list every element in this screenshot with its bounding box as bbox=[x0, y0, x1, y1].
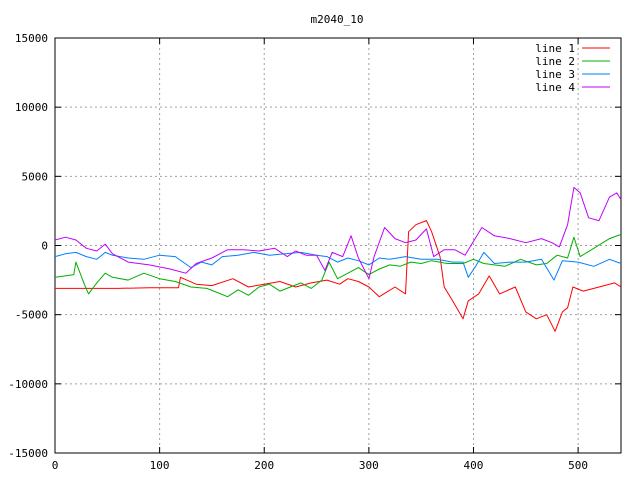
legend-label: line 2 bbox=[535, 55, 575, 68]
series-line-2 bbox=[54, 233, 622, 298]
y-tick-label: -5000 bbox=[15, 309, 48, 322]
y-tick-label: 15000 bbox=[15, 32, 48, 45]
x-tick-label: 300 bbox=[359, 459, 379, 472]
series-line-3 bbox=[54, 251, 622, 281]
series-line-4 bbox=[54, 186, 622, 280]
legend-label: line 4 bbox=[535, 81, 575, 94]
x-tick-label: 400 bbox=[464, 459, 484, 472]
x-tick-label: 500 bbox=[568, 459, 588, 472]
y-tick-label: -10000 bbox=[8, 378, 48, 391]
x-tick-label: 100 bbox=[150, 459, 170, 472]
y-tick-label: 5000 bbox=[22, 170, 49, 183]
y-tick-label: -15000 bbox=[8, 447, 48, 460]
x-tick-label: 0 bbox=[52, 459, 59, 472]
chart-title: m2040_10 bbox=[311, 13, 364, 26]
y-tick-label: 10000 bbox=[15, 101, 48, 114]
axis-ticks: 0 100 200 300 400 500 -15000 -10000 -5000 0 5000 10… bbox=[8, 32, 621, 472]
grid-lines bbox=[55, 38, 621, 453]
legend-label: line 3 bbox=[535, 68, 575, 81]
y-tick-label: 0 bbox=[41, 240, 48, 253]
series-lines bbox=[54, 186, 622, 332]
series-line-1 bbox=[55, 220, 622, 332]
legend-label: line 1 bbox=[535, 42, 575, 55]
x-tick-label: 200 bbox=[254, 459, 274, 472]
